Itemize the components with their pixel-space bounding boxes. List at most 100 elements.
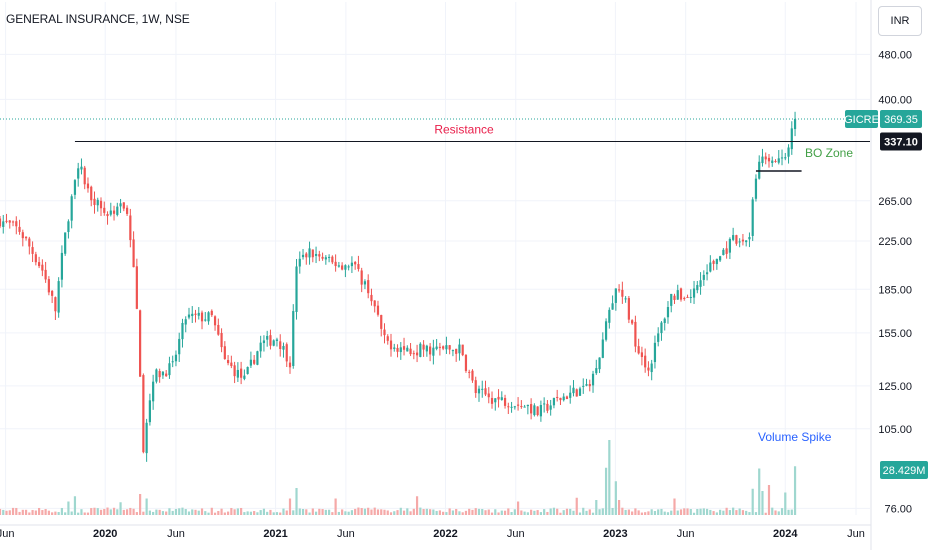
volume-bar xyxy=(676,510,679,515)
volume-bar xyxy=(54,511,57,515)
currency-button[interactable]: INR xyxy=(878,6,922,36)
candle-body xyxy=(696,285,699,291)
volume-bar xyxy=(321,509,324,515)
candle-body xyxy=(637,346,640,354)
candle-body xyxy=(373,300,376,307)
volume-bar xyxy=(530,509,533,515)
candle-body xyxy=(168,363,171,376)
volume-bar xyxy=(575,497,578,515)
candle-body xyxy=(728,238,731,253)
candle-body xyxy=(64,232,67,254)
candle-body xyxy=(722,249,725,256)
candle-body xyxy=(474,380,477,394)
volume-bar xyxy=(96,508,99,515)
candle-body xyxy=(21,232,24,239)
candle-body xyxy=(601,339,604,358)
volume-bar xyxy=(80,509,83,515)
volume-bar xyxy=(275,512,279,515)
volume-bar xyxy=(122,509,125,515)
volume-bar xyxy=(165,511,168,515)
volume-bar xyxy=(696,508,699,515)
volume-bar xyxy=(109,509,112,515)
candle-body xyxy=(523,406,526,408)
volume-bar xyxy=(125,509,129,515)
candle-body xyxy=(507,406,510,408)
candle-body xyxy=(204,319,207,321)
candle-body xyxy=(262,340,266,344)
candle-body xyxy=(732,235,735,240)
volume-bar xyxy=(269,509,272,515)
candle-body xyxy=(99,200,103,209)
x-tick-label: Jun xyxy=(337,528,355,540)
volume-bar xyxy=(360,508,363,515)
candle-body xyxy=(621,289,624,297)
candle-body xyxy=(530,404,533,414)
volume-bar xyxy=(585,510,588,515)
y-tick-label: 185.00 xyxy=(878,284,912,296)
volume-bar xyxy=(230,507,233,515)
candle-body xyxy=(285,344,288,362)
candle-body xyxy=(158,370,161,378)
candle-body xyxy=(754,178,758,199)
volume-bar xyxy=(637,510,640,515)
candle-body xyxy=(380,314,383,329)
volume-bar xyxy=(331,512,334,515)
volume-bar xyxy=(500,510,503,515)
candle-body xyxy=(647,367,650,371)
volume-bar xyxy=(367,507,370,515)
candle-body xyxy=(28,238,31,247)
candle-body xyxy=(44,269,47,280)
candle-body xyxy=(246,366,249,374)
candle-body xyxy=(60,252,64,280)
candle-body xyxy=(243,375,246,379)
volume-bar xyxy=(464,510,468,515)
candle-body xyxy=(324,257,327,260)
candle-body xyxy=(487,393,490,398)
volume-bar xyxy=(155,509,158,515)
candle-body xyxy=(328,256,331,258)
y-tick-label: 155.00 xyxy=(878,328,912,340)
candle-body xyxy=(751,199,754,236)
candle-body xyxy=(5,220,8,222)
volume-bar xyxy=(318,508,321,515)
volume-bar xyxy=(588,509,591,515)
candle-body xyxy=(764,156,767,160)
candle-body xyxy=(230,362,233,367)
candle-body xyxy=(598,357,601,370)
candle-body xyxy=(341,265,344,270)
candle-body xyxy=(748,237,751,240)
candle-body xyxy=(152,381,155,402)
volume-bar xyxy=(262,508,266,515)
candle-body xyxy=(135,266,138,309)
bo-zone-label: BO Zone xyxy=(805,146,853,160)
candle-body xyxy=(725,248,728,254)
candle-body xyxy=(745,240,748,243)
candle-body xyxy=(275,339,279,341)
volume-bar xyxy=(406,508,409,515)
volume-bar xyxy=(663,511,666,515)
candle-body xyxy=(51,290,54,296)
volume-bar xyxy=(503,510,507,515)
volume-bar xyxy=(279,512,282,515)
candle-body xyxy=(213,316,217,326)
volume-bar xyxy=(93,507,96,515)
volume-bar xyxy=(565,508,569,515)
candle-body xyxy=(155,369,158,382)
volume-bar xyxy=(210,507,213,515)
volume-bar xyxy=(240,507,243,515)
candle-body xyxy=(422,344,425,350)
candle-body xyxy=(148,400,151,423)
candle-body xyxy=(41,264,44,271)
volume-bar xyxy=(793,466,797,515)
candle-body xyxy=(699,280,702,287)
candle-body xyxy=(132,239,135,268)
volume-bar xyxy=(73,496,77,515)
volume-bar xyxy=(595,500,598,515)
y-tick-label: 125.00 xyxy=(878,381,912,393)
volume-bar xyxy=(490,512,494,515)
x-tick-label: Jun xyxy=(167,528,185,540)
volume-bar xyxy=(285,510,288,515)
volume-bar xyxy=(200,508,204,515)
volume-bar xyxy=(608,440,611,515)
